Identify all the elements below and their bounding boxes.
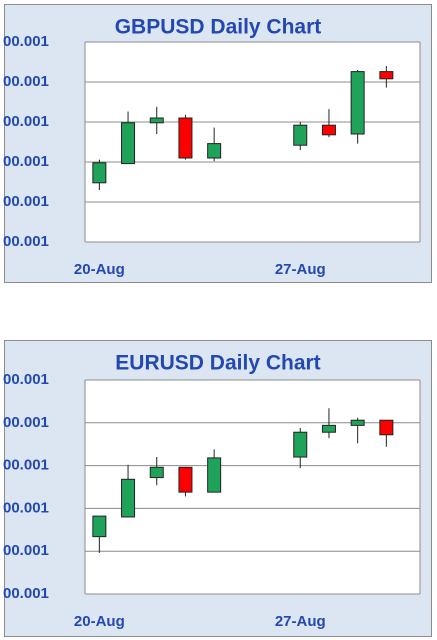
y-tick-label: 00.001 <box>3 193 49 210</box>
candle-body <box>350 71 365 135</box>
candle-body <box>121 122 136 165</box>
x-tick-label: 27-Aug <box>275 261 326 278</box>
candle-body <box>207 457 222 493</box>
plot-area <box>85 380 420 594</box>
y-tick-label: 00.001 <box>3 33 49 50</box>
y-tick-label: 00.001 <box>3 457 49 474</box>
candle-body <box>92 162 107 184</box>
y-tick-label: 00.001 <box>3 73 49 90</box>
y-tick-label: 00.001 <box>3 414 49 431</box>
candle-body <box>149 466 164 479</box>
y-tick-label: 00.001 <box>3 233 49 250</box>
x-tick-label: 20-Aug <box>74 261 125 278</box>
candle-body <box>207 143 222 159</box>
candle-body <box>178 466 193 493</box>
plot-area <box>85 42 420 242</box>
y-tick-label: 00.001 <box>3 113 49 130</box>
y-tick-label: 00.001 <box>3 585 49 602</box>
candle-body <box>149 117 164 124</box>
candle-body <box>92 515 107 538</box>
candle-body <box>350 419 365 426</box>
y-tick-label: 00.001 <box>3 371 49 388</box>
chart-title: GBPUSD Daily Chart <box>115 16 322 39</box>
candle-body <box>379 419 394 436</box>
y-tick-label: 00.001 <box>3 499 49 516</box>
candle-body <box>178 117 193 159</box>
candle-body <box>293 124 308 146</box>
x-tick-label: 27-Aug <box>275 613 326 630</box>
candle-body <box>321 124 336 136</box>
candle-body <box>293 431 308 458</box>
candle-body <box>121 478 136 518</box>
y-tick-label: 00.001 <box>3 542 49 559</box>
candle-body <box>321 424 336 433</box>
x-tick-label: 20-Aug <box>74 613 125 630</box>
candle-body <box>379 71 394 80</box>
y-tick-label: 00.001 <box>3 153 49 170</box>
chart-title: EURUSD Daily Chart <box>115 352 320 375</box>
